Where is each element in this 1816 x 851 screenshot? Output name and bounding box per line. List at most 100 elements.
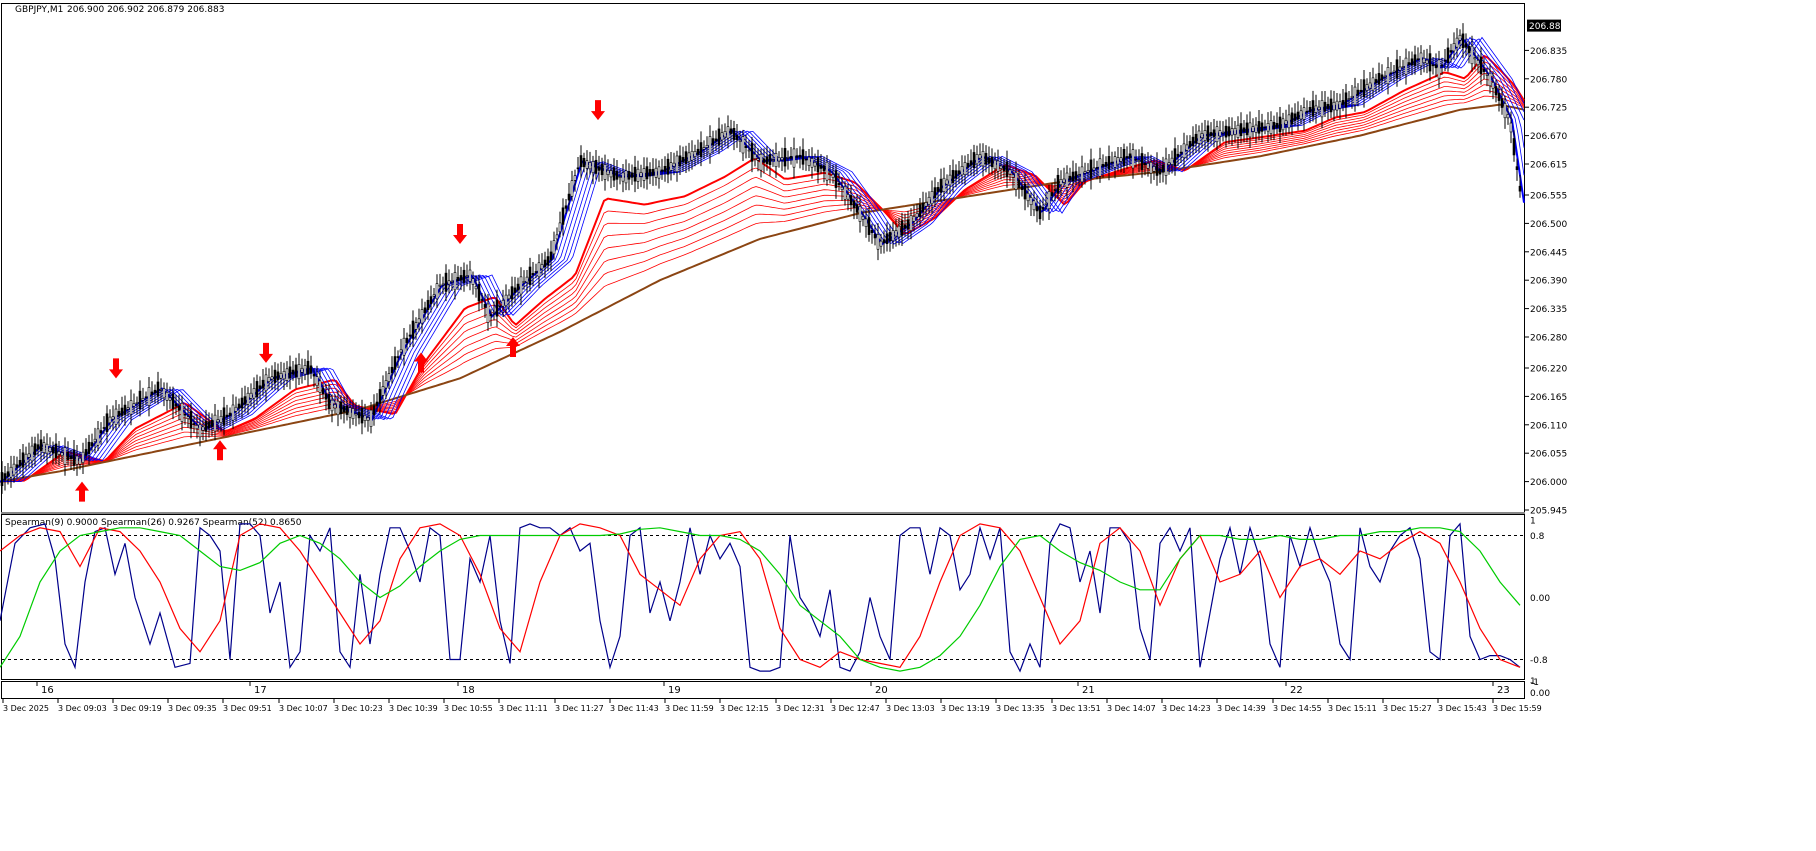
time-label: 3 Dec 11:43: [610, 704, 659, 713]
candle-body: [1377, 73, 1381, 85]
slow-ma-line: [0, 78, 1525, 482]
candle-body: [147, 387, 151, 406]
candle-body: [90, 442, 94, 447]
candle-body: [45, 443, 49, 454]
candle-body: [441, 283, 445, 286]
candle-body: [957, 170, 961, 175]
candle-body: [1146, 163, 1150, 169]
candle-body: [465, 275, 469, 278]
candle-body: [1272, 122, 1276, 130]
candle-body: [81, 451, 85, 463]
candle-body: [1467, 45, 1471, 54]
price-tick-label: 206.500: [1530, 220, 1567, 230]
candle-body: [528, 266, 532, 285]
candle-body: [1437, 59, 1441, 79]
candle-body: [462, 269, 466, 283]
candle-body: [627, 171, 631, 180]
candle-body: [27, 453, 31, 458]
candle-body: [240, 397, 244, 409]
candle-body: [228, 412, 232, 416]
candle-body: [222, 407, 226, 426]
candle-body: [762, 158, 766, 163]
day-label: 16: [41, 685, 54, 696]
candle-body: [1485, 73, 1489, 76]
candle-body: [327, 394, 331, 410]
candle-body: [1446, 47, 1450, 63]
candle-body: [657, 166, 661, 179]
candle-body: [1032, 200, 1036, 211]
candle-body: [975, 154, 979, 165]
candle-body: [1248, 122, 1252, 138]
candle-body: [1494, 86, 1498, 96]
candle-body: [84, 449, 88, 456]
time-label: 3 Dec 11:27: [555, 704, 604, 713]
candle-body: [1302, 107, 1306, 120]
candle-body: [633, 166, 637, 182]
candle-body: [729, 128, 733, 134]
candle-body: [504, 294, 508, 307]
candle-body: [156, 381, 160, 397]
candle-body: [900, 220, 904, 236]
candle-body: [408, 334, 412, 337]
candle-body: [1215, 126, 1219, 143]
candle-body: [792, 148, 796, 168]
candle-body: [951, 170, 955, 183]
candle-body: [210, 419, 214, 427]
candle-body: [1317, 106, 1321, 110]
candle-body: [249, 392, 253, 399]
candle-body: [561, 207, 565, 225]
time-label: 3 Dec 12:47: [831, 704, 880, 713]
candle-body: [909, 215, 913, 231]
candle-body: [201, 426, 205, 431]
candle-body: [1299, 110, 1303, 120]
candle-body: [507, 294, 511, 300]
time-label: 3 Dec 10:39: [389, 704, 438, 713]
candle-body: [660, 169, 664, 172]
candle-body: [1020, 186, 1024, 190]
day-label: 22: [1290, 685, 1303, 696]
candle-body: [324, 393, 328, 400]
candle-body: [186, 416, 190, 420]
candle-body: [519, 276, 523, 295]
candle-body: [204, 420, 208, 432]
candle-body: [546, 256, 550, 266]
candle-body: [1140, 153, 1144, 170]
day-label: 23: [1497, 685, 1510, 696]
price-tick-label: 206.335: [1530, 305, 1567, 315]
candle-body: [1191, 136, 1195, 147]
candle-body: [30, 445, 34, 462]
time-label: 3 Dec 15:59: [1493, 704, 1542, 713]
candle-body: [864, 218, 868, 227]
candle-body: [36, 444, 40, 450]
time-label: 3 Dec 09:51: [223, 704, 272, 713]
candle-body: [33, 443, 37, 456]
candle-body: [651, 169, 655, 176]
candle-body: [702, 147, 706, 150]
candle-body: [255, 381, 259, 398]
price-tick-label: 206.280: [1530, 334, 1567, 344]
candle-body: [1509, 122, 1513, 133]
candle-body: [1464, 43, 1468, 48]
candle-body: [645, 166, 649, 180]
candle-body: [936, 187, 940, 192]
candle-body: [669, 162, 673, 171]
candle-body: [747, 149, 751, 152]
candle-body: [366, 417, 370, 421]
candle-body: [930, 191, 934, 205]
candle-body: [681, 157, 685, 163]
candle-body: [1011, 174, 1015, 178]
candle-body: [87, 441, 91, 454]
candle-body: [192, 423, 196, 425]
candle-body: [318, 380, 322, 393]
candle-body: [168, 397, 172, 401]
candle-body: [573, 175, 577, 181]
candle-body: [816, 157, 820, 173]
candle-body: [177, 405, 181, 411]
candle-body: [18, 460, 22, 467]
time-label: 3 Dec 12:31: [776, 704, 825, 713]
candle-body: [0, 472, 4, 486]
candle-body: [1128, 153, 1132, 159]
candle-body: [1392, 70, 1396, 73]
